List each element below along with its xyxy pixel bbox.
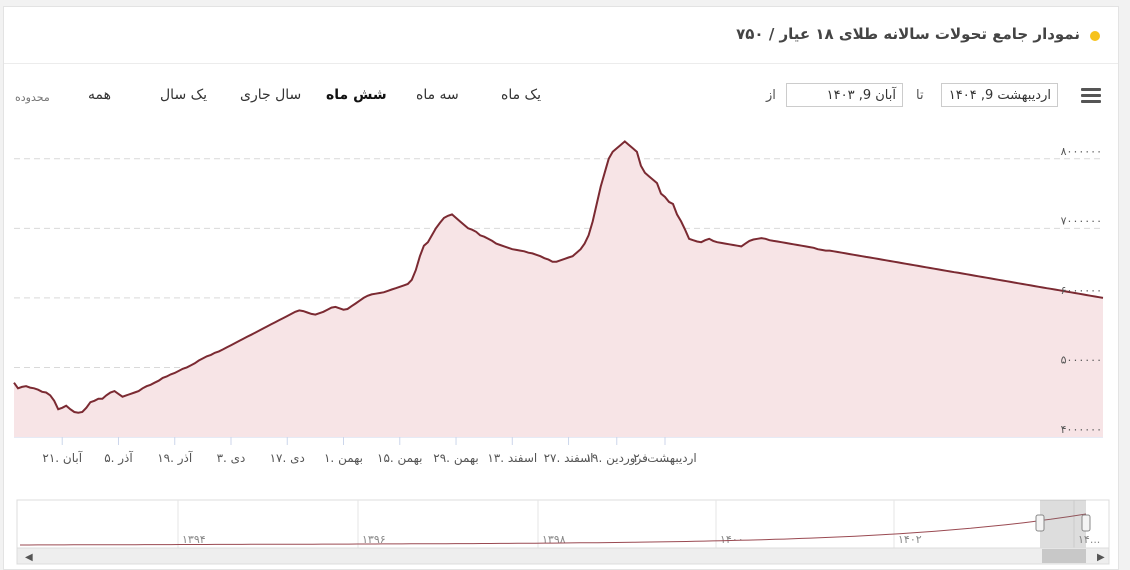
chart-title: نمودار جامع تحولات سالانه طلای ۱۸ عیار /… — [736, 25, 1080, 43]
y-axis-ticks: ۴۰۰۰۰۰۰ ۵۰۰۰۰۰۰ ۶۰۰۰۰۰۰ ۷۰۰۰۰۰۰ ۸۰۰۰۰۰۰ — [1061, 145, 1102, 436]
navigator-tick-label: ۱۳۹۴ — [182, 533, 206, 546]
price-line — [13, 140, 1104, 414]
y-tick-label: ۴۰۰۰۰۰۰ — [1061, 423, 1102, 436]
navigator-tick-label: ۱۳۹۶ — [362, 533, 386, 546]
navigator-tick-label: ۱۴... — [1078, 533, 1100, 546]
navigator-selection[interactable] — [1040, 500, 1086, 548]
navigator-right-handle[interactable] — [1081, 514, 1091, 532]
x-tick-label: ۳. دی — [217, 451, 246, 465]
navigator-tick-label: ۱۴۰۰ — [720, 533, 744, 546]
x-tick-label: ۱۹. آذر — [157, 450, 193, 466]
chart-header: نمودار جامع تحولات سالانه طلای ۱۸ عیار /… — [4, 7, 1118, 64]
x-tick-label: ۱۳. اسفند — [487, 451, 537, 465]
x-tick-label: ۲. اردیبهشت — [633, 451, 697, 466]
range-button-all[interactable]: همه — [88, 87, 111, 103]
scroll-right-icon[interactable]: ▶ — [1097, 552, 1105, 563]
navigator-tick-label: ۱۴۰۲ — [898, 533, 922, 546]
navigator-left-handle[interactable] — [1035, 514, 1045, 532]
y-tick-label: ۶۰۰۰۰۰۰ — [1061, 284, 1102, 297]
scroll-left-icon[interactable]: ◀ — [25, 552, 33, 563]
navigator-frame — [16, 499, 1110, 549]
navigator-line — [20, 513, 1087, 546]
range-button-one-year[interactable]: یک سال — [160, 87, 208, 103]
from-date-input[interactable]: آبان 9, ۱۴۰۳ — [786, 83, 903, 107]
y-tick-label: ۵۰۰۰۰۰۰ — [1061, 353, 1102, 366]
navigator: ۱۳۹۴ ۱۳۹۶ ۱۳۹۸ ۱۴۰۰ ۱۴۰۲ ۱۴... ◀ ▶ — [16, 499, 1110, 565]
x-tick-label: ۵. آذر — [104, 450, 133, 466]
x-tick-label: ۱. بهمن — [324, 451, 363, 466]
range-button-current-year[interactable]: سال جاری — [240, 87, 302, 103]
x-tick-label: ۱۹. فروردین — [586, 451, 648, 466]
x-tick-label: ۲۹. بهمن — [433, 451, 478, 466]
scrollbar-thumb[interactable] — [1042, 549, 1086, 563]
range-button-six-months[interactable]: شش ماه — [326, 87, 387, 103]
x-tick-label: ۱۷. دی — [270, 451, 305, 465]
to-label: تا — [916, 88, 924, 103]
x-axis-ticks: ۲۱. آبان ۵. آذر ۱۹. آذر ۳. دی ۱۷. دی ۱. بهمن ۱… — [42, 437, 697, 466]
menu-hamburger-icon[interactable] — [1081, 88, 1101, 104]
to-date-input[interactable]: اردیبهشت 9, ۱۴۰۴ — [941, 83, 1058, 107]
y-tick-label: ۷۰۰۰۰۰۰ — [1061, 214, 1102, 227]
scrollbar-track[interactable] — [16, 547, 1110, 565]
navigator-tick-label: ۱۳۹۸ — [542, 533, 566, 546]
y-tick-label: ۸۰۰۰۰۰۰ — [1061, 145, 1102, 158]
range-button-three-months[interactable]: سه ماه — [416, 87, 459, 103]
price-area-fill — [14, 141, 1103, 437]
zoom-label: محدوده — [15, 91, 50, 104]
x-tick-label: ۱۵. بهمن — [377, 451, 422, 466]
range-button-one-month[interactable]: یک ماه — [501, 87, 541, 103]
from-label: از — [766, 88, 776, 103]
title-dot-icon — [1090, 31, 1100, 41]
range-toolbar: محدوده همه یک سال سال جاری شش ماه سه ماه… — [4, 75, 1118, 115]
x-tick-label: ۲۷. اسفند — [544, 451, 594, 465]
x-tick-label: ۲۱. آبان — [42, 450, 82, 465]
